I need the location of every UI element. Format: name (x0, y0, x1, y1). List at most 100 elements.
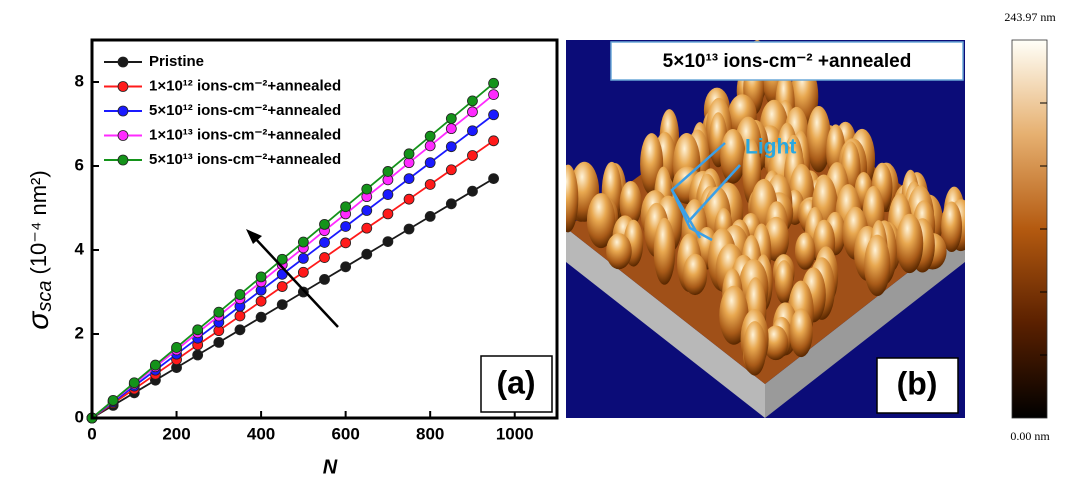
y-tick-label: 8 (75, 71, 84, 90)
data-point (297, 252, 309, 264)
data-point (340, 201, 352, 213)
data-point (382, 189, 394, 200)
y-axis-label: σsca (10⁻⁴ nm²) (22, 170, 56, 329)
data-point (319, 252, 330, 263)
data-point (382, 208, 394, 220)
legend-marker (117, 154, 129, 166)
colorbar-ticks (1040, 102, 1047, 356)
data-point (424, 157, 436, 169)
data-point (424, 140, 436, 152)
data-point (255, 271, 267, 283)
x-tick-label: 1000 (496, 424, 534, 443)
data-point (213, 306, 225, 318)
data-point (319, 218, 330, 230)
data-point (382, 236, 394, 248)
data-point (340, 261, 352, 273)
peak (619, 180, 642, 227)
data-point (297, 236, 309, 248)
data-point (488, 77, 499, 89)
x-tick-label: 600 (331, 424, 359, 443)
peak (566, 164, 579, 233)
peak (763, 325, 789, 361)
data-point (445, 141, 457, 153)
x-tick-label: 800 (416, 424, 444, 443)
plot-frame (90, 38, 559, 420)
legend-marker (117, 105, 129, 117)
data-point (276, 299, 288, 311)
colorbar-min-label: 0.00 nm (1010, 429, 1050, 443)
data-point (150, 359, 161, 371)
data-point (192, 324, 204, 336)
data-point (128, 377, 140, 389)
peak (606, 233, 632, 270)
panel-label-box (480, 355, 553, 413)
slab-right (765, 228, 965, 418)
data-point (403, 173, 415, 185)
data-point (467, 185, 478, 197)
panel-b-label: (b) (897, 365, 938, 401)
light-annotation: Light (745, 136, 796, 159)
data-point (276, 253, 288, 265)
peak (586, 193, 616, 249)
legend-label: 5×10¹² ions-cm⁻²+annealed (149, 102, 341, 119)
peak (864, 234, 891, 297)
y-tick-label: 2 (75, 323, 84, 342)
panel-b-label-box (876, 357, 959, 414)
data-point (297, 266, 309, 278)
peak (743, 321, 767, 376)
legend-marker (117, 130, 129, 141)
data-point (340, 237, 352, 249)
slab-left (566, 228, 765, 418)
x-tick-label: 400 (247, 424, 275, 443)
data-point (319, 273, 330, 285)
plot-a: 0 200 400 600 800 1000 0 2 4 6 8 Pristine 1×10¹² ion… (75, 38, 559, 443)
data-point (171, 342, 182, 353)
peak (720, 128, 746, 184)
data-point (445, 198, 457, 210)
data-point (445, 164, 457, 176)
data-point (382, 166, 394, 177)
legend-label: Pristine (149, 53, 204, 70)
data-point (340, 221, 352, 232)
data-point (319, 237, 330, 248)
data-point (192, 349, 204, 361)
data-point (488, 89, 499, 100)
data-point (403, 193, 415, 205)
peak (895, 213, 924, 274)
data-point (403, 148, 415, 160)
legend-label: 1×10¹² ions-cm⁻²+annealed (149, 77, 341, 94)
data-point (234, 310, 246, 322)
peak (941, 201, 963, 253)
data-point (467, 150, 478, 161)
legend-marker (117, 56, 129, 68)
data-point (488, 173, 499, 185)
light-arrows (670, 142, 741, 242)
panel-b-title-box (610, 41, 964, 81)
trend-arrow-head (246, 229, 262, 244)
data-point (361, 222, 373, 234)
data-point (467, 125, 478, 137)
peak (794, 232, 816, 270)
peak (774, 260, 794, 304)
data-point (297, 286, 309, 298)
data-point (424, 210, 436, 222)
legend-marker (117, 81, 129, 92)
data-point (276, 281, 288, 292)
data-point (234, 324, 246, 336)
peak (806, 105, 832, 173)
peak (682, 253, 708, 296)
y-label-unit: (10⁻⁴ nm²) (26, 170, 51, 274)
peak (653, 217, 676, 285)
peak (789, 308, 813, 358)
x-tick-label: 0 (87, 424, 96, 443)
data-point (445, 123, 457, 135)
data-point (361, 183, 373, 195)
data-point (255, 295, 267, 307)
data-point (361, 205, 373, 216)
colorbar-max-label: 243.97 nm (1004, 10, 1056, 24)
y-label-subscript: sca (34, 280, 56, 311)
data-point (424, 130, 436, 142)
panel-b-title: 5×10¹³ ions-cm⁻² +annealed (663, 51, 912, 72)
x-tick-label: 200 (162, 424, 190, 443)
